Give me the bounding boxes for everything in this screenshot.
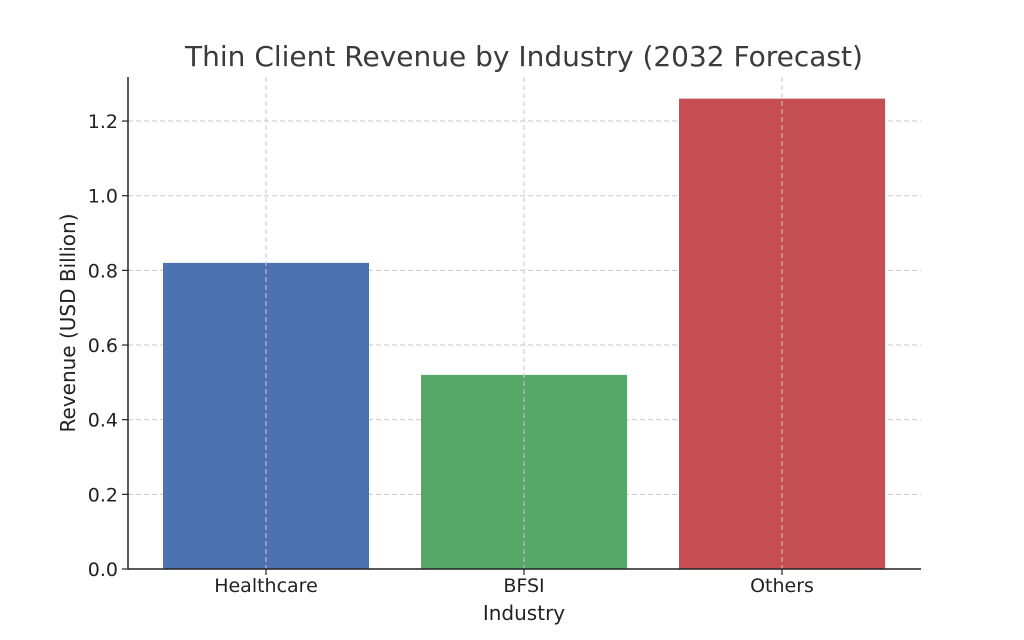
chart-title: Thin Client Revenue by Industry (2032 Fo… [184,40,863,73]
x-axis-label: Industry [483,601,565,625]
labels-layer: Thin Client Revenue by Industry (2032 Fo… [56,40,863,625]
y-tick-label: 1.0 [88,186,118,208]
bars-layer [163,77,885,569]
axes-layer: 0.0 0.2 0.4 0.6 0.8 1.0 1.2 Healthcare BFSI Other… [88,77,921,597]
y-tick-label: 0.8 [88,260,118,282]
y-tick-label: 0.0 [88,559,118,581]
x-tick-label: Others [750,575,814,597]
x-tick-label: Healthcare [214,575,318,597]
y-tick-label: 1.2 [88,111,118,133]
x-tick-label: BFSI [503,575,544,597]
y-tick-label: 0.4 [88,410,118,432]
y-tick-label: 0.6 [88,335,118,357]
y-axis-label: Revenue (USD Billion) [56,213,80,432]
y-tick-label: 0.2 [88,484,118,506]
